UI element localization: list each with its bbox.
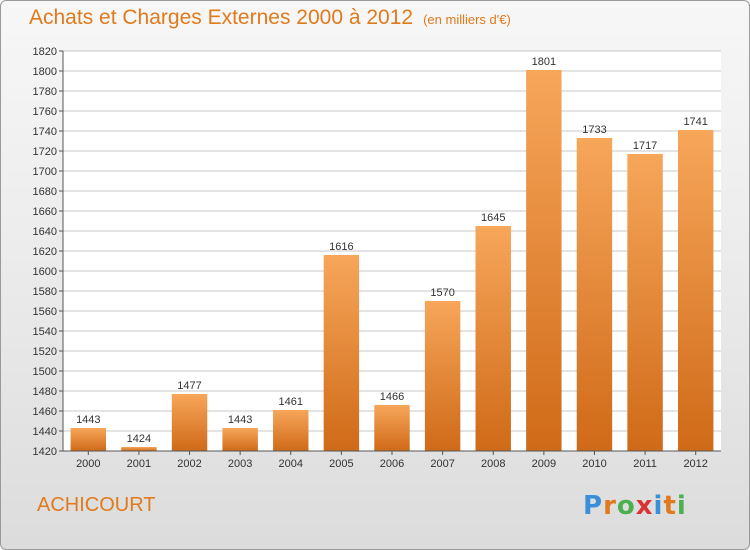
x-tick-label-2004: 2004 [279, 458, 303, 470]
y-tick-label: 1760 [33, 106, 57, 118]
data-label-2003: 1443 [228, 414, 252, 426]
y-tick-label: 1540 [33, 326, 57, 338]
bar-2005 [323, 255, 360, 451]
y-tick-label: 1640 [33, 226, 57, 238]
axes: 1420 1440 1460 1480 1500 1520 1540 1560 1580 1600… [33, 46, 721, 470]
bar-2012 [677, 130, 714, 451]
bar-2001 [121, 447, 157, 451]
bar-2000 [70, 428, 107, 451]
x-tick-label-2000: 2000 [76, 458, 100, 470]
logo-letter: i [653, 491, 664, 521]
x-tick-label-2010: 2010 [582, 458, 606, 470]
bar-2002 [171, 394, 208, 451]
y-tick-label: 1820 [33, 46, 57, 58]
y-tick-label: 1700 [33, 166, 57, 178]
logo-letter: r [603, 491, 617, 521]
x-tick-label-2007: 2007 [430, 458, 454, 470]
y-tick-label: 1780 [33, 86, 57, 98]
y-tick-label: 1560 [33, 306, 57, 318]
x-tick-label-2006: 2006 [380, 458, 404, 470]
data-label-2010: 1733 [582, 124, 606, 136]
chart-title: Achats et Charges Externes 2000 à 2012 (e… [29, 6, 511, 30]
x-tick-label-2011: 2011 [633, 458, 657, 470]
y-tick-label: 1520 [33, 346, 57, 358]
x-tick-label-2001: 2001 [127, 458, 151, 470]
data-label-2002: 1477 [177, 380, 201, 392]
logo-letter: x [635, 491, 654, 521]
x-tick-label-2005: 2005 [329, 458, 353, 470]
y-tick-label: 1500 [33, 366, 57, 378]
bar-2009 [526, 70, 562, 451]
data-label-2008: 1645 [481, 212, 505, 224]
logo-letter: o [616, 491, 636, 521]
data-label-2004: 1461 [279, 396, 303, 408]
x-tick-label-2009: 2009 [532, 458, 556, 470]
bar-2007 [424, 301, 461, 451]
data-label-2001: 1424 [127, 433, 151, 445]
y-tick-label: 1600 [33, 266, 57, 278]
x-tick-label-2012: 2012 [683, 458, 707, 470]
x-tick-label-2002: 2002 [177, 458, 201, 470]
y-tick-label: 1620 [33, 246, 57, 258]
bar-2003 [222, 428, 258, 451]
data-label-2007: 1570 [430, 287, 454, 299]
logo-letter: i [676, 491, 687, 521]
x-tick-label-2008: 2008 [481, 458, 505, 470]
y-tick-label: 1660 [33, 206, 57, 218]
bar-2006 [374, 405, 410, 451]
data-label-2009: 1801 [532, 56, 556, 68]
y-tick-label: 1720 [33, 146, 57, 158]
bar-2011 [627, 154, 663, 451]
logo-letter: P [583, 491, 604, 521]
y-tick-label: 1480 [33, 386, 57, 398]
y-tick-label: 1740 [33, 126, 57, 138]
data-label-2006: 1466 [380, 391, 404, 403]
y-tick-label: 1460 [33, 406, 57, 418]
logo-letter: t [663, 491, 677, 521]
y-tick-label: 1440 [33, 426, 57, 438]
title-unit: (en milliers d'€) [423, 12, 511, 27]
town-name: ACHICOURT [37, 494, 156, 516]
data-label-2012: 1741 [683, 116, 707, 128]
y-tick-label: 1420 [33, 446, 57, 458]
bar-2010 [576, 138, 613, 451]
y-tick-label: 1800 [33, 66, 57, 78]
x-tick-label-2003: 2003 [228, 458, 252, 470]
bar-2004 [273, 410, 309, 451]
y-tick-label: 1680 [33, 186, 57, 198]
data-label-2011: 1717 [633, 140, 657, 152]
data-label-2000: 1443 [76, 414, 100, 426]
bar-2008 [475, 226, 511, 451]
title-text: Achats et Charges Externes 2000 à 2012 [29, 6, 414, 29]
proxiti-logo: Proxiti [583, 491, 687, 521]
data-label-2005: 1616 [329, 241, 353, 253]
y-tick-label: 1580 [33, 286, 57, 298]
bars: 1443 1424 1477 1443 1461 1616 1466 1570 1645 1801… [70, 56, 714, 451]
